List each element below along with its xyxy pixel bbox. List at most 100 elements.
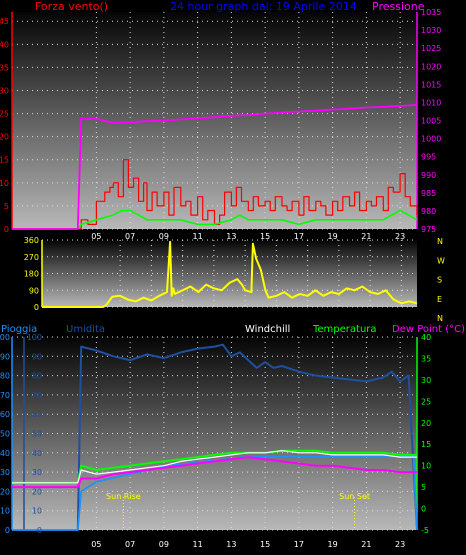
dewpoint-tick-label: 40	[421, 333, 431, 342]
pressure-tick-label: 985	[421, 189, 436, 198]
hour-tick-label: 09	[159, 232, 169, 241]
rain-tick-label: 80	[0, 372, 10, 381]
humidity-tick-label: 20	[32, 487, 42, 496]
tick-labels: 0510152025303540459759809859909951000100…	[0, 8, 445, 549]
humidity-tick-label: 30	[32, 468, 42, 477]
hour-tick-label: 21	[361, 540, 371, 549]
dewpoint-tick-label: 0	[421, 505, 426, 514]
hour-tick-label: 13	[226, 540, 236, 549]
compass-label: S	[437, 276, 442, 285]
pressure-tick-label: 1035	[421, 8, 441, 17]
pressure-tick-label: 1020	[421, 62, 441, 71]
rain-tick-label: 90	[0, 352, 10, 361]
dewpoint-tick-label: 25	[421, 397, 431, 406]
rain-tick-label: 10	[0, 507, 10, 516]
wind-direction-series	[42, 240, 418, 308]
hour-tick-label: 13	[226, 232, 236, 241]
windchill-legend: Windchill	[245, 324, 290, 335]
humidity-tick-label: 10	[32, 507, 42, 516]
dewpoint-tick-label: -5	[421, 526, 429, 535]
humidity-tick-label: 100	[27, 333, 42, 342]
pressure-tick-label: 975	[421, 225, 436, 234]
rain-tick-label: 20	[0, 487, 10, 496]
wind-tick-label: 0	[4, 225, 9, 234]
hour-tick-label: 21	[361, 232, 371, 241]
rain-tick-label: 0	[5, 526, 10, 535]
dewpoint-tick-label: 15	[421, 440, 431, 449]
chart-title: 24 hour graph dal: 19 Aprile 2014	[170, 0, 357, 13]
hour-tick-label: 15	[260, 232, 270, 241]
direction-tick-label: 360	[24, 236, 39, 245]
dewpoint-axis-title: Dew Point (°C)	[392, 324, 465, 335]
temperature-grid	[12, 336, 417, 531]
temperature-series	[12, 449, 417, 484]
wind-series	[12, 159, 418, 230]
compass-label: W	[437, 256, 445, 265]
hour-tick-label: 19	[328, 232, 338, 241]
humidity-axis-title: Umidita	[66, 324, 105, 335]
rain-axis-title: Pioggia	[1, 324, 37, 335]
hour-tick-label: 23	[395, 232, 405, 241]
hour-tick-label: 05	[91, 540, 101, 549]
wind-tick-label: 35	[0, 63, 9, 72]
direction-tick-label: 0	[34, 303, 39, 312]
compass-label: N	[437, 237, 443, 246]
sunset-label: Sun Set	[339, 492, 370, 501]
rain-tick-label: 100	[0, 333, 10, 342]
hour-tick-label: 17	[294, 540, 304, 549]
pressure-tick-label: 1000	[421, 135, 441, 144]
axes	[11, 12, 418, 530]
wind-tick-label: 5	[4, 202, 9, 211]
hour-tick-label: 23	[395, 540, 405, 549]
series-line-umidita	[76, 343, 418, 531]
wind-average-series	[77, 209, 418, 230]
series-line-windchill	[12, 450, 417, 484]
rain-tick-label: 70	[0, 391, 10, 400]
pressure-axis-title: Pressione	[372, 0, 425, 13]
direction-tick-label: 270	[24, 253, 39, 262]
series-line-direzione-vento	[42, 240, 418, 308]
pressure-tick-label: 980	[421, 207, 436, 216]
pressure-tick-label: 1015	[421, 80, 441, 89]
pressure-tick-label: 995	[421, 153, 436, 162]
series-line-pressione	[12, 104, 418, 230]
wind-axis-title: Forza vento()	[35, 0, 108, 13]
wind-tick-label: 45	[0, 17, 9, 26]
humidity-tick-label: 40	[32, 449, 42, 458]
sunrise-label: Sun Rise	[106, 492, 141, 501]
series-line-temperatura	[12, 449, 417, 484]
humidity-tick-label: 60	[32, 410, 42, 419]
humidity-tick-label: 0	[37, 526, 42, 535]
series-line-forza-vento	[12, 159, 418, 230]
wind-tick-label: 20	[0, 133, 9, 142]
pressure-tick-label: 1030	[421, 26, 441, 35]
direction-tick-label: 180	[24, 270, 39, 279]
hour-tick-label: 05	[91, 232, 101, 241]
humidity-tick-label: 80	[32, 372, 42, 381]
wind-tick-label: 25	[0, 110, 9, 119]
hour-tick-label: 19	[328, 540, 338, 549]
rain-tick-label: 50	[0, 430, 10, 439]
hour-tick-label: 11	[193, 540, 203, 549]
wind-tick-label: 15	[0, 156, 9, 165]
hour-tick-label: 07	[125, 232, 135, 241]
humidity-series	[76, 343, 418, 531]
wind-tick-label: 40	[0, 40, 9, 49]
direction-tick-label: 90	[29, 286, 39, 295]
pressure-tick-label: 1010	[421, 98, 441, 107]
pressure-tick-label: 1025	[421, 44, 441, 53]
pressure-series	[12, 104, 418, 230]
pressure-tick-label: 1005	[421, 117, 441, 126]
pressure-tick-label: 990	[421, 171, 436, 180]
direction-panel	[42, 240, 417, 307]
compass-label: N	[437, 314, 443, 323]
wind-tick-label: 10	[0, 179, 9, 188]
humidity-tick-label: 50	[32, 430, 42, 439]
rain-tick-label: 30	[0, 468, 10, 477]
hour-tick-label: 09	[159, 540, 169, 549]
dewpoint-tick-label: 35	[421, 354, 431, 363]
series-line-dew-point	[12, 456, 417, 489]
dewpoint-tick-label: 30	[421, 376, 431, 385]
hour-tick-label: 15	[260, 540, 270, 549]
